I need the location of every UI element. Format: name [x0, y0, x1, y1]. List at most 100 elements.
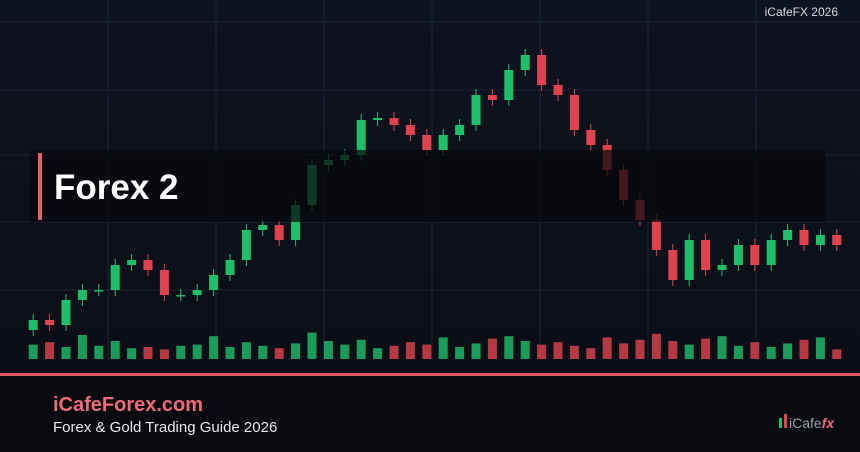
- candle-body: [438, 135, 448, 150]
- candle-body: [77, 290, 87, 300]
- candle-body: [110, 265, 120, 290]
- candle-body: [750, 245, 760, 265]
- volume-bar: [487, 338, 497, 359]
- candle-body: [766, 240, 776, 265]
- candle-body: [717, 265, 727, 270]
- volume-bar: [159, 349, 169, 359]
- candle-body: [143, 260, 153, 270]
- volume-bar: [537, 344, 547, 359]
- volume-bar: [602, 337, 612, 359]
- candle-body: [553, 85, 563, 95]
- footer: [0, 375, 860, 452]
- volume-bar: [750, 342, 760, 359]
- logo-icon: [779, 418, 782, 428]
- candle-body: [127, 260, 137, 265]
- candle-body: [291, 205, 301, 240]
- volume-bar: [110, 341, 120, 359]
- volume-bar: [340, 344, 350, 359]
- volume-bar: [553, 342, 563, 359]
- candle-body: [209, 275, 219, 290]
- candle-body: [832, 235, 842, 245]
- logo: iCafefx: [779, 414, 835, 431]
- volume-bar: [586, 348, 596, 359]
- candle-body: [356, 120, 366, 155]
- candle-body: [504, 70, 514, 100]
- candle-body: [45, 320, 55, 325]
- footer-line: [0, 373, 860, 376]
- candle-body: [668, 250, 678, 280]
- volume-bar: [455, 347, 465, 359]
- volume-bar: [356, 339, 366, 359]
- candle-body: [241, 230, 251, 260]
- title: Forex 2: [54, 168, 179, 207]
- volume-bar: [651, 333, 661, 359]
- volume-bar: [274, 348, 284, 359]
- logo-text: iCafefx: [789, 415, 835, 431]
- candle-body: [487, 95, 497, 100]
- volume-bar: [832, 349, 842, 359]
- candle-body: [783, 230, 793, 240]
- volume-bar: [405, 342, 415, 359]
- volume-bar: [717, 336, 727, 359]
- volume-bar: [241, 342, 251, 359]
- volume-bar: [733, 345, 743, 359]
- candle-body: [520, 55, 530, 70]
- candle-body: [61, 300, 71, 325]
- volume-bar: [45, 342, 55, 359]
- candle-body: [405, 125, 415, 135]
- candle-body: [94, 290, 104, 292]
- volume-bar: [422, 344, 432, 359]
- candle-body: [422, 135, 432, 150]
- volume-bar: [569, 345, 579, 359]
- candle-body: [159, 270, 169, 295]
- volume-bar: [209, 336, 219, 359]
- candle-body: [815, 235, 825, 245]
- volume-bar: [766, 347, 776, 359]
- logo-main: iCafe: [789, 415, 822, 431]
- logo-icon: [784, 414, 787, 428]
- candle-body: [192, 290, 202, 295]
- candle-body: [455, 125, 465, 135]
- volume-bar: [635, 339, 645, 359]
- candle-body: [733, 245, 743, 265]
- volume-bar: [684, 344, 694, 359]
- title-band: [30, 150, 825, 222]
- volume-bar: [28, 344, 38, 359]
- volume-bar: [471, 343, 481, 359]
- volume-bar: [225, 347, 235, 359]
- volume-bar: [192, 344, 202, 359]
- candle-body: [651, 220, 661, 250]
- volume-bar: [373, 348, 383, 359]
- candle-body: [258, 225, 268, 230]
- volume-bar: [701, 338, 711, 359]
- volume-bar: [94, 345, 104, 359]
- candle-body: [537, 55, 547, 85]
- corner-label: iCafeFX 2026: [765, 5, 839, 19]
- site-name: iCafeForex.com: [53, 394, 203, 416]
- volume-bar: [520, 341, 530, 359]
- volume-bar: [258, 345, 268, 359]
- candle-body: [684, 240, 694, 280]
- volume-bar: [783, 343, 793, 359]
- subtitle: Forex & Gold Trading Guide 2026: [53, 419, 277, 436]
- candle-body: [373, 118, 383, 120]
- volume-bar: [307, 332, 317, 359]
- candle-body: [471, 95, 481, 125]
- volume-bar: [815, 337, 825, 359]
- candle-body: [701, 240, 711, 270]
- candle-body: [225, 260, 235, 275]
- volume-bar: [389, 345, 399, 359]
- candle-body: [176, 295, 186, 297]
- logo-accent: fx: [822, 415, 836, 431]
- title-accent: [38, 153, 42, 220]
- candle-body: [799, 230, 809, 245]
- volume-bar: [127, 348, 137, 359]
- volume-bar: [799, 339, 809, 359]
- volume-bar: [668, 341, 678, 359]
- volume-bar: [61, 347, 71, 359]
- candle-body: [569, 95, 579, 130]
- candle-body: [274, 225, 284, 240]
- candle-body: [586, 130, 596, 145]
- candle-body: [28, 320, 38, 330]
